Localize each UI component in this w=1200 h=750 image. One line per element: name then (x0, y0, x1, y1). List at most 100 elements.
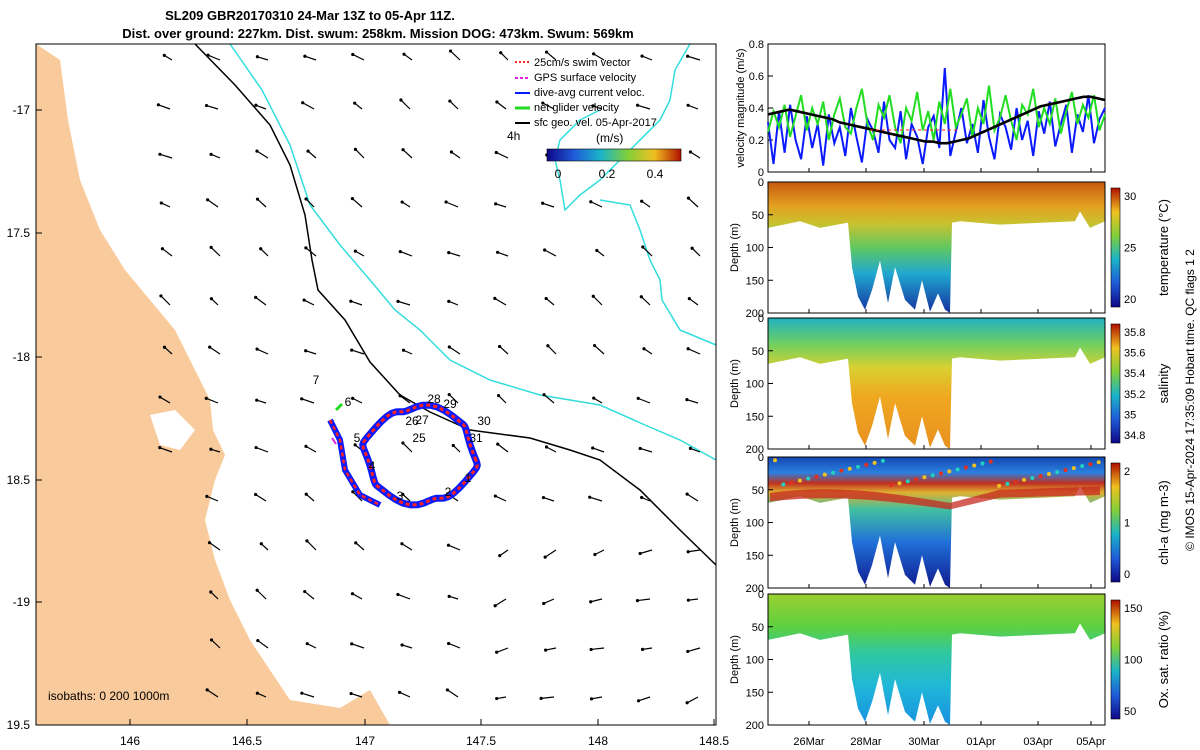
section-colorbar-tick: 2 (1124, 466, 1130, 478)
velocity-arrow (400, 251, 413, 257)
velocity-arrow (352, 593, 363, 600)
velocity-ylabel: velocity magnitude (m/s) (735, 48, 747, 167)
chl-sample-dot (789, 480, 794, 485)
velocity-arrow (637, 598, 651, 602)
section-colorbar-tick: 50 (1124, 706, 1136, 718)
velocity-arrowhead (592, 396, 596, 400)
section-ytick-label: 150 (746, 411, 764, 423)
velocity-panel: 0 0.2 0.4 0.6 0.8 velocity magnitude (m/s) (735, 39, 1106, 179)
velocity-arrow (304, 55, 317, 61)
velocity-arrowhead (636, 699, 641, 703)
velocity-arrowhead (204, 396, 208, 400)
section-colorbar-tick: 150 (1124, 603, 1142, 615)
velocity-arrowhead (400, 200, 404, 204)
velocity-arrow (594, 345, 605, 355)
velocity-arrowhead (542, 393, 546, 397)
velocity-arrow (686, 696, 699, 704)
velocity-arrowhead (447, 641, 451, 646)
section-ytick-label: 150 (746, 550, 764, 562)
section-colorbar-label: temperature (°C) (1156, 199, 1171, 296)
velocity-ytick-label: 0.4 (749, 103, 764, 115)
map-lat-ticks: -17 17.5 -18 18.5 -19 19.5 (7, 103, 42, 732)
velocity-arrow (638, 397, 651, 404)
velocity-arrowhead (499, 51, 503, 55)
velocity-arrow (256, 150, 269, 159)
day-label: 30 (477, 414, 491, 428)
isobath-1000m-eddy (554, 44, 716, 346)
velocity-arrowhead (255, 691, 259, 695)
velocity-arrowhead (398, 394, 402, 398)
velocity-arrowhead (303, 54, 307, 58)
velocity-arrowhead (300, 397, 304, 401)
day-label: 3 (397, 489, 404, 503)
chl-sample-dot (1071, 466, 1076, 471)
section-ytick-label: 50 (752, 622, 764, 634)
day-label: 1 (465, 471, 472, 485)
section-ytick-label: 0 (758, 589, 764, 601)
chl-sample-dot (1063, 468, 1068, 473)
velocity-arrowhead (254, 295, 258, 299)
time-tick-label: 30Mar (908, 736, 940, 748)
velocity-arrow (397, 300, 411, 306)
chl-sample-dot (897, 481, 902, 486)
day-label: 7 (313, 373, 320, 387)
velocity-arrow (642, 246, 653, 257)
velocity-arrowhead (493, 296, 497, 300)
velocity-arrowhead (688, 150, 693, 154)
velocity-arrowhead (686, 347, 690, 351)
section-ylabel: Depth (m) (729, 635, 741, 684)
chl-sample-dot (905, 479, 910, 484)
velocity-arrow (306, 643, 317, 649)
velocity-ytick-label: 0.2 (749, 135, 764, 147)
velocity-arrowhead (591, 104, 595, 108)
legend-geo: sfc geo. vel. 05-Apr-2017 (534, 117, 657, 129)
chl-sample-dot (1005, 481, 1010, 486)
section-data-field (768, 182, 1105, 313)
velocity-arrowhead (498, 344, 502, 349)
velocity-arrowhead (158, 395, 162, 399)
section-panel: 0 50 100 150 200 Depth (m) 2 1 0 chl-a (mg m-3) (729, 452, 1171, 595)
chl-sample-dot (880, 458, 885, 463)
velocity-series-line (767, 95, 1106, 145)
velocity-arrow (399, 395, 411, 404)
velocity-arrowhead (300, 691, 304, 695)
velocity-arrow (206, 495, 219, 502)
velocity-arrow (641, 200, 651, 208)
section-ylabel: Depth (m) (729, 498, 741, 547)
velocity-arrow (688, 549, 701, 553)
chl-sample-dot (1038, 473, 1043, 478)
section-colorbar-tick: 35.4 (1124, 368, 1145, 380)
chl-sample-dot (773, 458, 777, 463)
velocity-arrow (545, 297, 555, 306)
velocity-arrow (305, 445, 317, 453)
section-colorbar-tick: 35.2 (1124, 389, 1145, 401)
section-colorbar-tick: 0 (1124, 569, 1130, 581)
velocity-arrowhead (541, 201, 545, 205)
velocity-arrowhead (304, 197, 308, 201)
velocity-arrow (499, 549, 509, 557)
velocity-arrowhead (638, 551, 642, 556)
velocity-arrowhead (447, 251, 451, 255)
velocity-arrowhead (685, 398, 689, 402)
chl-sample-dot (930, 473, 935, 478)
chl-sample-dot (839, 468, 844, 473)
chl-sample-dot (806, 476, 811, 481)
day-label: 2 (445, 485, 452, 499)
velocity-arrowhead (543, 555, 547, 559)
velocity-arrowhead (349, 299, 353, 303)
velocity-arrowhead (541, 495, 546, 500)
velocity-arrowhead (305, 539, 309, 543)
velocity-arrowhead (591, 294, 595, 298)
velocity-arrow (497, 251, 509, 257)
velocity-arrow (687, 348, 701, 355)
velocity-arrowhead (495, 650, 499, 654)
day-label: 31 (469, 431, 483, 445)
time-tick-label: 01Apr (966, 736, 996, 748)
velocity-arrowhead (159, 294, 163, 298)
velocity-arrowhead (445, 688, 450, 692)
section-colorbar-tick: 35 (1124, 409, 1136, 421)
velocity-arrow (402, 442, 413, 453)
velocity-arrowhead (162, 53, 166, 57)
lat-tick-label: -17 (13, 103, 31, 117)
velocity-arrowhead (686, 103, 690, 107)
